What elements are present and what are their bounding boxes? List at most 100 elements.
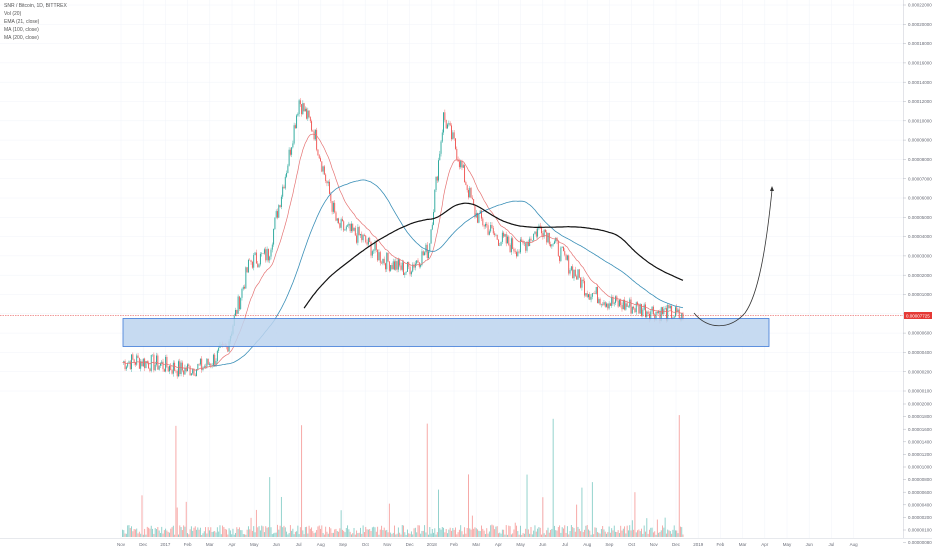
volume-bar bbox=[198, 529, 200, 537]
time-axis-label: May bbox=[250, 542, 259, 547]
volume-bar bbox=[458, 529, 460, 537]
volume-bar bbox=[189, 529, 191, 537]
time-axis-label: Dec bbox=[406, 542, 415, 547]
candle-body bbox=[318, 155, 320, 159]
time-axis[interactable]: Nov Dec 2017 Feb Mar Apr May Jun Jul Aug Sep Oct Nov… bbox=[117, 542, 858, 547]
candle-body bbox=[354, 227, 356, 236]
volume-bar bbox=[613, 525, 615, 537]
price-axis-label: 0.00014000 bbox=[908, 80, 932, 85]
volume-bar bbox=[134, 529, 136, 537]
candle-body bbox=[503, 232, 505, 237]
volume-bar bbox=[677, 533, 679, 537]
candle-body bbox=[216, 350, 218, 362]
volume-bar bbox=[447, 533, 448, 537]
volume-bar bbox=[491, 524, 493, 537]
candle-body bbox=[668, 304, 670, 309]
volume-bar bbox=[284, 527, 286, 537]
candle-body bbox=[656, 311, 658, 313]
volume-bar bbox=[484, 534, 486, 537]
candle-body bbox=[456, 148, 458, 160]
candle-body bbox=[546, 232, 548, 243]
volume-bar bbox=[594, 527, 596, 537]
volume-axis[interactable]: 0.00002000 0.00001800 0.00001600 0.00001400… bbox=[903, 402, 932, 546]
candle-body bbox=[682, 313, 684, 320]
volume-bar bbox=[531, 534, 533, 537]
candle-body bbox=[519, 239, 521, 253]
candle-body bbox=[447, 124, 448, 129]
volume-bar bbox=[588, 529, 589, 537]
candle-body bbox=[153, 354, 155, 371]
candle-body bbox=[244, 286, 246, 289]
volume-bar bbox=[581, 487, 583, 537]
volume-bar bbox=[624, 526, 626, 537]
projection-curve[interactable] bbox=[693, 189, 773, 326]
volume-bar bbox=[659, 532, 661, 537]
volume-bar bbox=[298, 534, 300, 537]
candle-body bbox=[517, 251, 519, 257]
volume-bar bbox=[501, 529, 503, 537]
candle-body bbox=[293, 125, 295, 144]
volume-bar bbox=[327, 533, 329, 537]
volume-bar bbox=[258, 526, 260, 537]
candle-body bbox=[430, 229, 432, 244]
chart-legend[interactable]: SNR / Bitcoin, 1D, BITTREX Vol (20) EMA … bbox=[4, 2, 67, 42]
candle-body bbox=[405, 271, 407, 273]
volume-bar bbox=[503, 529, 505, 537]
volume-bar bbox=[550, 529, 552, 537]
price-axis[interactable]: 0.00022000 0.00020000 0.00018000 0.00016000… bbox=[903, 3, 932, 394]
support-zone[interactable] bbox=[122, 318, 770, 347]
candle-body bbox=[400, 265, 402, 270]
candle-body bbox=[559, 256, 561, 261]
candle-body bbox=[439, 153, 441, 161]
candle-body bbox=[292, 143, 294, 148]
volume-bar bbox=[608, 526, 610, 537]
candle-body bbox=[210, 363, 212, 366]
volume-bar bbox=[522, 533, 524, 537]
volume-bar bbox=[339, 528, 341, 537]
candle-body bbox=[201, 358, 203, 370]
candle-body bbox=[555, 237, 557, 242]
candle-body bbox=[343, 221, 345, 231]
legend-title: SNR / Bitcoin, 1D, BITTREX bbox=[4, 3, 67, 9]
candle-body bbox=[127, 362, 129, 367]
candle-body bbox=[236, 309, 238, 314]
candle-body bbox=[334, 202, 336, 213]
candle-body bbox=[176, 371, 178, 377]
volume-bar bbox=[435, 534, 437, 537]
candle-body bbox=[214, 354, 216, 365]
candle-body bbox=[322, 166, 324, 172]
volume-bar bbox=[387, 532, 389, 537]
volume-bar bbox=[334, 529, 336, 537]
candle-body bbox=[321, 161, 323, 172]
volume-bar bbox=[242, 534, 244, 537]
volume-bar bbox=[434, 528, 436, 537]
volume-bar bbox=[138, 531, 140, 537]
candle-body bbox=[629, 299, 631, 307]
volume-bar bbox=[245, 534, 247, 537]
candle-body bbox=[296, 115, 298, 129]
volume-bar bbox=[311, 527, 313, 537]
candle-body bbox=[299, 100, 301, 105]
volume-bar bbox=[530, 526, 532, 537]
volume-bar bbox=[249, 529, 251, 537]
volume-bar bbox=[233, 534, 235, 537]
candle-body bbox=[154, 364, 156, 371]
candle-body bbox=[206, 358, 208, 368]
candle-body bbox=[157, 355, 159, 370]
candle-body bbox=[245, 267, 247, 289]
candle-body bbox=[307, 110, 309, 119]
candlesticks bbox=[123, 98, 684, 379]
volume-bar bbox=[466, 527, 468, 537]
candle-body bbox=[681, 313, 683, 321]
volume-bar bbox=[397, 527, 399, 537]
volume-bar bbox=[676, 530, 678, 537]
candle-body bbox=[209, 363, 210, 365]
candle-body bbox=[241, 288, 243, 298]
volume-bar bbox=[639, 531, 641, 537]
time-axis-label: May bbox=[783, 542, 792, 547]
volume-bar bbox=[465, 533, 467, 537]
volume-bar bbox=[141, 495, 143, 537]
candle-body bbox=[512, 238, 514, 249]
volume-bar bbox=[129, 528, 131, 537]
